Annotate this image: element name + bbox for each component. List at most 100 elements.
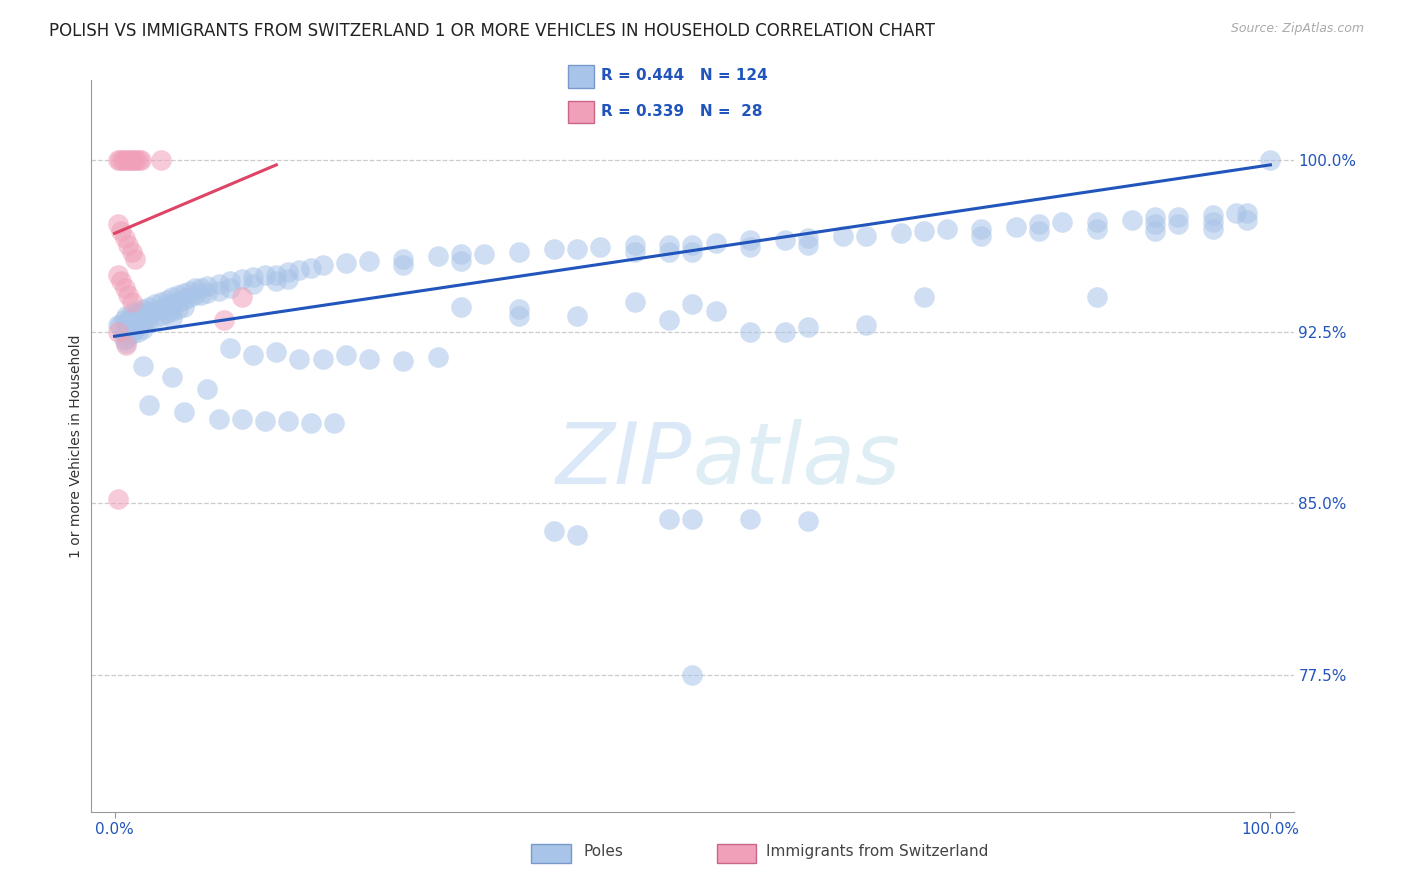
Point: [935, 222, 957, 236]
Point: [1143, 217, 1166, 231]
Point: [1260, 153, 1282, 168]
Point: [623, 244, 645, 259]
Point: [912, 290, 935, 304]
Point: [143, 297, 166, 311]
Point: [162, 310, 184, 325]
Point: [155, 300, 177, 314]
Point: [855, 318, 877, 332]
Point: [335, 347, 357, 362]
Point: [162, 370, 184, 384]
Point: [129, 153, 152, 168]
Text: ZIP: ZIP: [557, 419, 692, 502]
Point: [110, 274, 132, 288]
Point: [117, 320, 139, 334]
Point: [121, 313, 143, 327]
Point: [127, 310, 149, 325]
Point: [288, 352, 311, 367]
Text: Poles: Poles: [583, 845, 623, 859]
Point: [681, 667, 703, 681]
Point: [179, 284, 201, 298]
Point: [167, 288, 190, 302]
Point: [543, 524, 565, 538]
Point: [231, 272, 253, 286]
Point: [115, 153, 138, 168]
Point: [115, 338, 138, 352]
Point: [107, 325, 129, 339]
Point: [124, 322, 146, 336]
Point: [589, 240, 612, 254]
Point: [121, 326, 143, 341]
Point: [149, 309, 172, 323]
Point: [132, 322, 155, 336]
Point: [195, 285, 218, 300]
Point: [132, 309, 155, 323]
Point: [1236, 212, 1258, 227]
Point: [970, 222, 993, 236]
Point: [132, 316, 155, 330]
Point: [1085, 222, 1108, 236]
Point: [162, 290, 184, 304]
Text: Source: ZipAtlas.com: Source: ZipAtlas.com: [1230, 22, 1364, 36]
Point: [219, 341, 242, 355]
Point: [1167, 211, 1189, 225]
Point: [1028, 217, 1050, 231]
Point: [357, 253, 380, 268]
Point: [623, 295, 645, 310]
Point: [450, 247, 472, 261]
Point: [121, 295, 143, 310]
Point: [623, 238, 645, 252]
Point: [195, 382, 218, 396]
Point: [681, 512, 703, 526]
Point: [392, 259, 415, 273]
Y-axis label: 1 or more Vehicles in Household: 1 or more Vehicles in Household: [69, 334, 83, 558]
Point: [149, 301, 172, 316]
Point: [107, 217, 129, 231]
Point: [740, 325, 762, 339]
Point: [231, 290, 253, 304]
Point: [773, 325, 796, 339]
Point: [121, 244, 143, 259]
Point: [179, 290, 201, 304]
Point: [565, 243, 588, 257]
Point: [323, 416, 346, 430]
Point: [114, 281, 136, 295]
Point: [1201, 215, 1223, 229]
Point: [173, 285, 195, 300]
Point: [1085, 215, 1108, 229]
Point: [121, 306, 143, 320]
Point: [253, 414, 276, 428]
Point: [1052, 215, 1074, 229]
Point: [115, 332, 138, 346]
Point: [124, 309, 146, 323]
Point: [110, 318, 132, 332]
Point: [658, 313, 681, 327]
Point: [138, 306, 160, 320]
Point: [242, 347, 264, 362]
Point: [167, 295, 190, 310]
Point: [112, 313, 135, 327]
Point: [107, 268, 129, 282]
Point: [1028, 224, 1050, 238]
Point: [219, 274, 242, 288]
Point: [117, 313, 139, 327]
Point: [114, 153, 136, 168]
Point: [450, 300, 472, 314]
Point: [110, 153, 132, 168]
Point: [132, 301, 155, 316]
Point: [135, 304, 157, 318]
Point: [508, 244, 530, 259]
Point: [740, 512, 762, 526]
Point: [427, 249, 450, 263]
Point: [143, 304, 166, 318]
Point: [658, 238, 681, 252]
Point: [121, 153, 143, 168]
Point: [162, 297, 184, 311]
Point: [508, 309, 530, 323]
Point: [266, 345, 288, 359]
Point: [831, 228, 853, 243]
Point: [704, 235, 727, 250]
Point: [740, 240, 762, 254]
Point: [184, 281, 207, 295]
Point: [543, 243, 565, 257]
Point: [1167, 217, 1189, 231]
